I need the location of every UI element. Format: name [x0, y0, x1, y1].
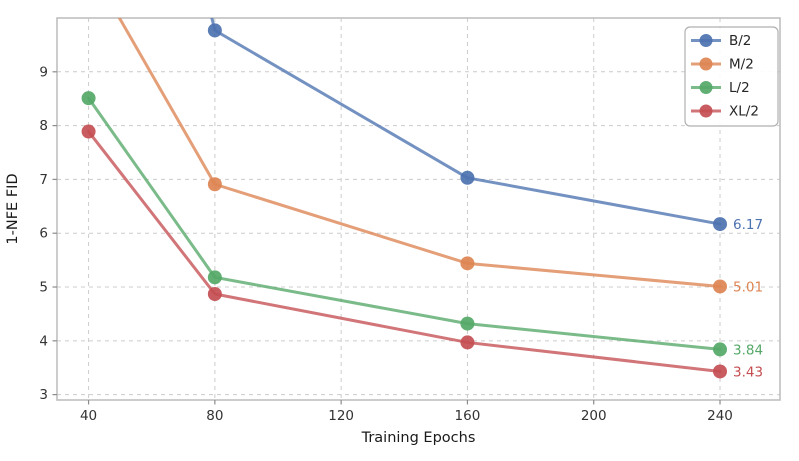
y-tick-label-9: 9	[39, 64, 48, 80]
legend-box	[684, 26, 779, 127]
data-point-b-2-160	[460, 170, 475, 185]
y-tick-label-4: 4	[39, 333, 48, 349]
data-point-l-2-80	[207, 270, 222, 285]
x-tick-label-160: 160	[455, 408, 481, 424]
y-tick-label-6: 6	[39, 226, 48, 242]
legend-marker-m-2	[699, 57, 713, 71]
series-line-m-2	[117, 18, 722, 288]
series-line-l-2	[87, 96, 722, 351]
legend-item-b-2: B/2	[691, 33, 751, 49]
data-point-xl-2-240	[713, 364, 728, 379]
data-point-xl-2-160	[460, 335, 475, 350]
data-point-b-2-240	[713, 217, 728, 232]
legend-label-b-2: B/2	[729, 33, 751, 49]
legend-label-l-2: L/2	[729, 80, 750, 96]
data-point-l-2-160	[460, 316, 475, 331]
y-tick-label-8: 8	[39, 118, 48, 134]
plot-area-border	[56, 17, 781, 401]
x-tick-label-80: 80	[206, 408, 223, 424]
legend-label-xl-2: XL/2	[729, 104, 759, 120]
y-tick-label-5: 5	[39, 280, 48, 296]
x-tick-label-40: 40	[80, 408, 97, 424]
y-tick-label-7: 7	[39, 172, 48, 188]
x-axis-label: Training Epochs	[361, 430, 476, 446]
x-tick-label-240: 240	[707, 408, 733, 424]
end-label-xl-2: 3.43	[733, 364, 763, 380]
series-line-xl-2	[87, 130, 722, 373]
legend-item-m-2: M/2	[691, 57, 754, 73]
x-tick-label-200: 200	[581, 408, 607, 424]
legend-item-xl-2: XL/2	[691, 104, 759, 120]
legend-marker-l-2	[699, 81, 713, 94]
data-point-l-2-40	[81, 91, 96, 106]
data-point-m-2-80	[207, 177, 222, 192]
end-label-b-2: 6.17	[733, 217, 763, 233]
data-point-b-2-80	[207, 23, 222, 38]
data-point-l-2-240	[713, 342, 728, 357]
end-label-l-2: 3.84	[733, 342, 763, 358]
series-line-b-2	[210, 18, 722, 226]
data-point-m-2-240	[713, 279, 728, 294]
legend: B/2 M/2 L/2 XL/2	[684, 26, 779, 127]
y-tick-label-3: 3	[39, 387, 48, 403]
data-point-xl-2-80	[207, 287, 222, 302]
x-tick-label-120: 120	[328, 408, 354, 424]
axes: 40 80 120 160 200 240 3 4 5 6 7 8 9	[39, 64, 732, 424]
plot-area	[81, 18, 728, 379]
legend-item-l-2: L/2	[691, 80, 750, 96]
legend-label-m-2: M/2	[729, 57, 754, 73]
grid	[57, 18, 780, 400]
legend-marker-xl-2	[699, 104, 713, 118]
end-label-m-2: 5.01	[733, 279, 763, 295]
data-point-m-2-160	[460, 256, 475, 271]
legend-marker-b-2	[699, 34, 713, 47]
y-axis-label: 1-NFE FID	[5, 173, 21, 244]
data-point-xl-2-40	[81, 124, 96, 139]
